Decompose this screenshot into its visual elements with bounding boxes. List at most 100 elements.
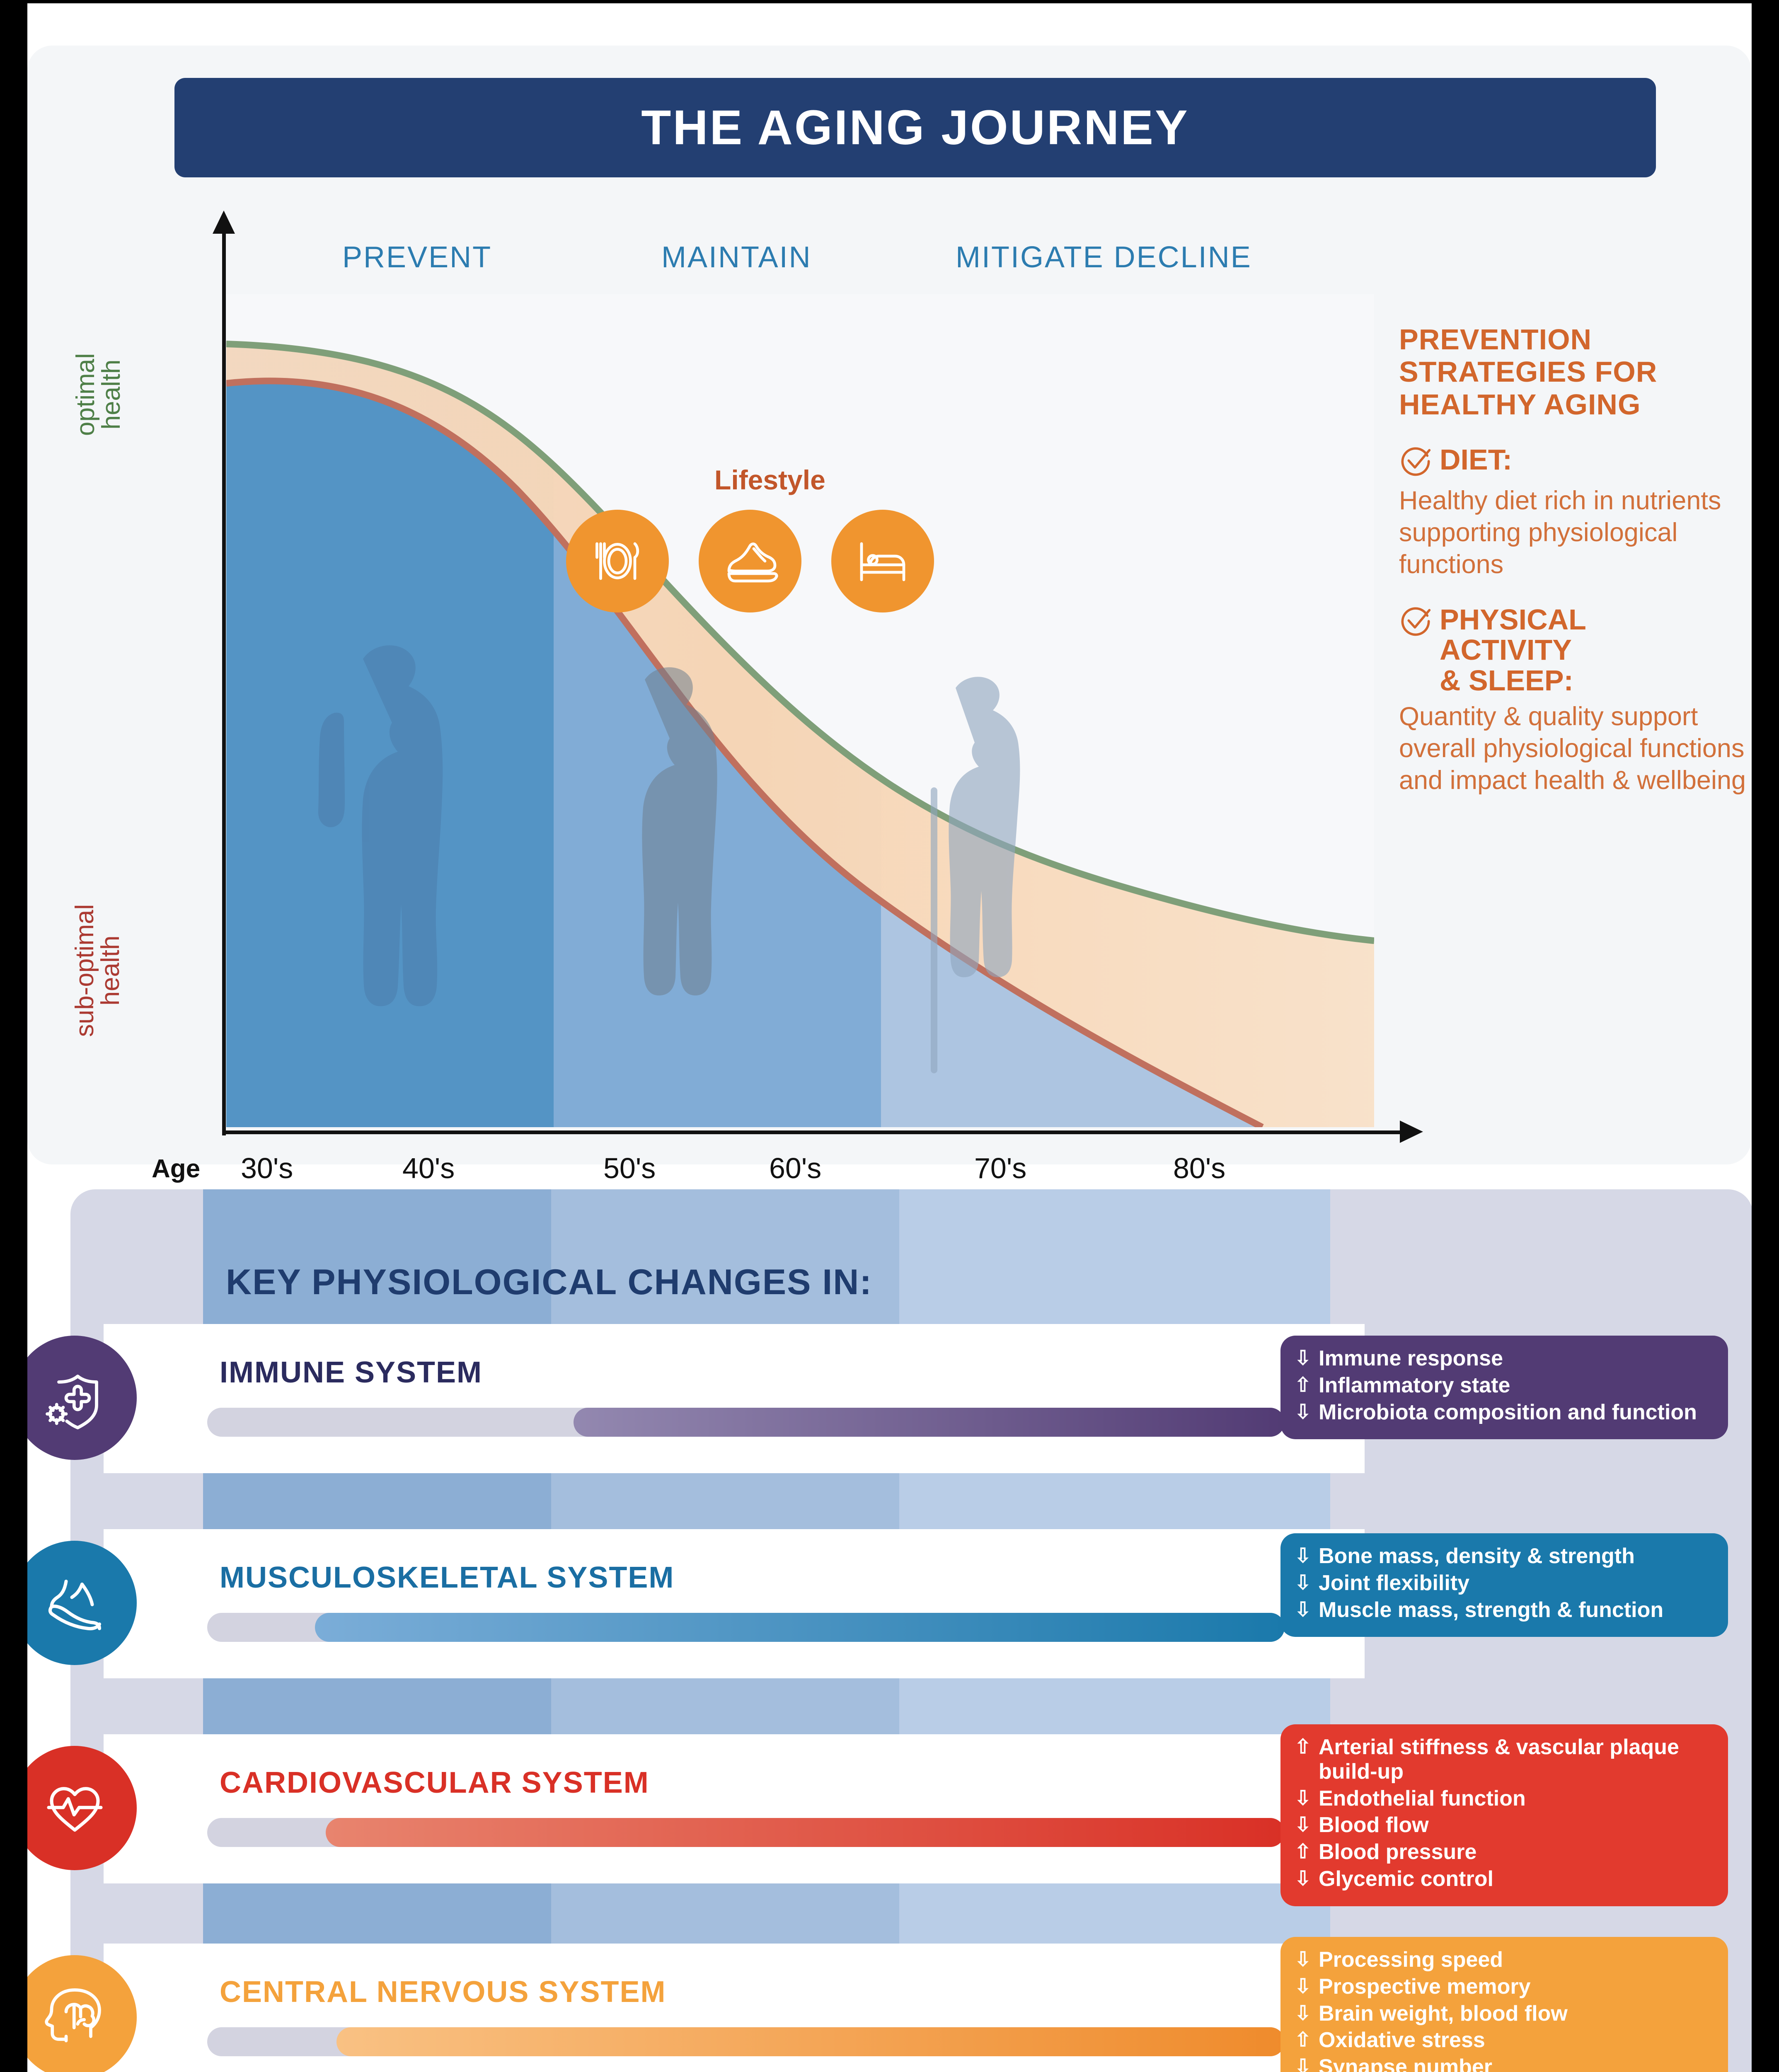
heart-pulse-icon (12, 1746, 137, 1870)
arrow-up-icon: ⇧ (1295, 1374, 1312, 1396)
x-axis-tick-50s: 50's (603, 1152, 656, 1184)
x-axis-tick-80s: 80's (1173, 1152, 1226, 1184)
system-bar-fill (574, 1408, 1285, 1437)
bullet-item: ⇧ Oxidative stress (1295, 2028, 1716, 2053)
arrow-down-icon: ⇩ (1295, 2002, 1312, 2024)
phase-label-maintain: MAINTAIN (661, 241, 812, 274)
bullet-item: ⇩ Endothelial function (1295, 1786, 1716, 1811)
bullet-text: Prospective memory (1319, 1974, 1531, 1999)
bullet-item: ⇩ Muscle mass, strength & function (1295, 1598, 1716, 1622)
bullet-text: Inflammatory state (1319, 1373, 1510, 1397)
bullet-item: ⇩ Brain weight, blood flow (1295, 2002, 1716, 2026)
bullet-text: Arterial stiffness & vascular plaque bui… (1319, 1735, 1679, 1784)
prevention-item-activity-sleep: PHYSICAL ACTIVITY & SLEEP: Quantity & qu… (1399, 603, 1772, 796)
x-axis-tick-70s: 70's (974, 1152, 1027, 1184)
row-background (104, 1734, 1365, 1883)
y-axis-label-optimal: optimal health (71, 307, 126, 482)
arrow-up-icon: ⇧ (1295, 2029, 1312, 2051)
x-axis-tick-30s: 30's (241, 1152, 293, 1184)
prevention-activity-head: PHYSICAL ACTIVITY & SLEEP: (1440, 603, 1586, 696)
page-title: THE AGING JOURNEY (641, 100, 1189, 155)
row-background (104, 1529, 1365, 1678)
bullet-text: Endothelial function (1319, 1786, 1526, 1811)
bullet-text: Muscle mass, strength & function (1319, 1598, 1664, 1622)
x-axis-caption: Age (152, 1155, 201, 1183)
system-row-cns: CENTRAL NERVOUS SYSTEM ⇩ Processing speed… (0, 1937, 1779, 2072)
bullet-item: ⇧ Blood pressure (1295, 1840, 1716, 1864)
check-circle-icon (1399, 445, 1432, 480)
system-name-cns: CENTRAL NERVOUS SYSTEM (220, 1975, 666, 2009)
arrow-up-icon: ⇧ (1295, 1841, 1312, 1863)
prevention-heading-line3: HEALTHY AGING (1399, 388, 1641, 421)
y-axis-arrowhead (213, 211, 235, 234)
y-axis-optimal-line2: health (97, 359, 126, 430)
prevention-heading-line1: PREVENTION (1399, 323, 1592, 356)
x-axis-tick-row: Age 30's 40's 50's 60's 70's 80's (152, 1150, 1387, 1196)
system-row-musculoskeletal: MUSCULOSKELETAL SYSTEM ⇩ Bone mass, densi… (0, 1529, 1779, 1678)
bullet-item: ⇩ Processing speed (1295, 1948, 1716, 1972)
bullet-text: Processing speed (1319, 1948, 1503, 1972)
x-axis-tick-40s: 40's (402, 1152, 455, 1184)
prevention-activity-head-line1: PHYSICAL (1440, 603, 1586, 636)
system-bar-fill (336, 2027, 1285, 2056)
frame-top (0, 0, 1779, 3)
prevention-panel: PREVENTION STRATEGIES FOR HEALTHY AGING … (1399, 323, 1772, 796)
system-bar-immune (207, 1408, 1285, 1437)
system-bar-musculoskeletal (207, 1613, 1285, 1642)
arrow-down-icon: ⇩ (1295, 1787, 1312, 1809)
bullet-item: ⇩ Joint flexibility (1295, 1571, 1716, 1595)
bullet-item: ⇧ Arterial stiffness & vascular plaque bu… (1295, 1735, 1716, 1784)
y-axis-optimal-line1: optimal (71, 353, 100, 436)
y-axis-suboptimal-line1: sub-optimal (70, 904, 99, 1037)
prevention-diet-body: Healthy diet rich in nutrients supportin… (1399, 486, 1721, 579)
arrow-down-icon: ⇩ (1295, 1347, 1312, 1369)
bullet-text: Oxidative stress (1319, 2028, 1485, 2053)
system-callout-cns: ⇩ Processing speed ⇩ Prospective memory ⇩ B… (1280, 1937, 1728, 2072)
aging-journey-card: THE AGING JOURNEY (27, 46, 1751, 1184)
lifestyle-label: Lifestyle (714, 465, 825, 495)
key-changes-title: KEY PHYSIOLOGICAL CHANGES IN: (226, 1262, 873, 1302)
brain-head-icon (12, 1955, 137, 2072)
system-callout-musculoskeletal: ⇩ Bone mass, density & strength ⇩ Joint fl… (1280, 1533, 1728, 1637)
arrow-down-icon: ⇩ (1295, 2056, 1312, 2072)
system-name-musculoskeletal: MUSCULOSKELETAL SYSTEM (220, 1561, 675, 1594)
y-axis-label-suboptimal: sub-optimal health (70, 875, 125, 1066)
prevention-item-diet: DIET: Healthy diet rich in nutrients sup… (1399, 445, 1772, 581)
system-row-cardiovascular: CARDIOVASCULAR SYSTEM ⇧ Arterial stiffnes… (0, 1724, 1779, 1906)
arrow-up-icon: ⇧ (1295, 1736, 1312, 1758)
header-title-bar: THE AGING JOURNEY (174, 78, 1656, 177)
bullet-text: Immune response (1319, 1346, 1503, 1370)
bullet-text: Brain weight, blood flow (1319, 2001, 1568, 2026)
bullet-text: Synapse number (1319, 2055, 1493, 2072)
arrow-down-icon: ⇩ (1295, 1598, 1312, 1621)
system-bar-cns (207, 2027, 1285, 2056)
prevention-heading-line2: STRATEGIES FOR (1399, 356, 1658, 388)
prevention-diet-head: DIET: (1440, 443, 1512, 476)
prevention-heading: PREVENTION STRATEGIES FOR HEALTHY AGING (1399, 323, 1772, 421)
bullet-item: ⇧ Inflammatory state (1295, 1373, 1716, 1398)
frame-right (1752, 0, 1779, 2072)
bullet-item: ⇩ Immune response (1295, 1346, 1716, 1371)
bullet-text: Bone mass, density & strength (1319, 1544, 1635, 1568)
system-name-cardiovascular: CARDIOVASCULAR SYSTEM (220, 1766, 649, 1799)
system-row-immune: IMMUNE SYSTEM ⇩ Immune response ⇧ Inflamma… (0, 1324, 1779, 1473)
check-circle-icon (1399, 605, 1432, 640)
x-axis-line (222, 1130, 1403, 1134)
y-axis-line (222, 224, 226, 1135)
x-axis-arrowhead (1400, 1121, 1423, 1143)
bullet-text: Glycemic control (1319, 1866, 1493, 1891)
phase-label-mitigate: MITIGATE DECLINE (956, 241, 1252, 274)
system-bar-cardiovascular (207, 1818, 1285, 1847)
bullet-item: ⇩ Microbiota composition and function (1295, 1400, 1716, 1425)
system-bar-fill (326, 1818, 1285, 1847)
bullet-item: ⇩ Glycemic control (1295, 1867, 1716, 1891)
arrow-down-icon: ⇩ (1295, 1949, 1312, 1970)
arrow-down-icon: ⇩ (1295, 1975, 1312, 1997)
plate-cutlery-icon (566, 510, 669, 612)
phase-label-prevent: PREVENT (342, 241, 492, 274)
y-axis-suboptimal-line2: health (96, 935, 125, 1006)
x-axis-tick-60s: 60's (769, 1152, 822, 1184)
bed-icon (831, 510, 934, 612)
arrow-down-icon: ⇩ (1295, 1401, 1312, 1423)
